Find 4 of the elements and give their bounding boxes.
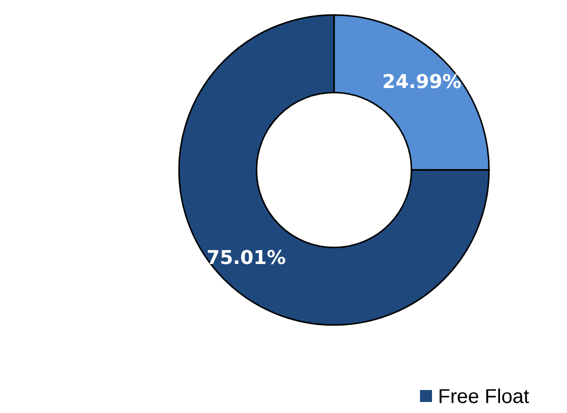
data-label: 75.01% [206, 246, 286, 269]
data-label: 24.99% [382, 71, 462, 94]
legend-label: Free Float [438, 386, 530, 408]
donut-slice [178, 14, 490, 326]
